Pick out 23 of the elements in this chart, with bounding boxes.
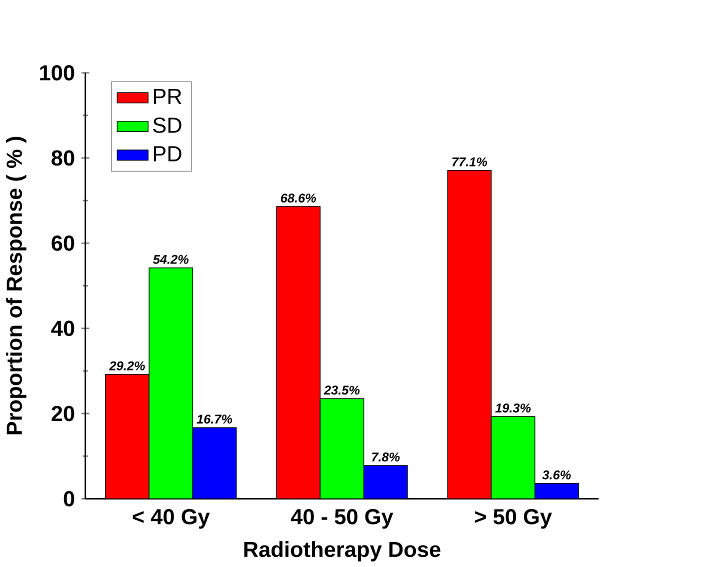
data-label: 23.5% bbox=[324, 385, 360, 394]
x-tick-label: 40 - 50 Gy bbox=[290, 508, 394, 528]
y-tick-label: 20 bbox=[52, 406, 74, 421]
legend-label: PD bbox=[154, 146, 182, 162]
data-label: 19.3% bbox=[495, 403, 531, 412]
y-tick-label: 0 bbox=[64, 490, 74, 506]
data-label: 7.8% bbox=[372, 452, 400, 462]
y-axis-title: Proportion of Response ( % ) bbox=[6, 136, 26, 434]
data-label: 16.7% bbox=[196, 414, 232, 424]
data-label: 54.2% bbox=[153, 254, 189, 264]
y-tick-label: 80 bbox=[52, 150, 74, 166]
y-tick-label: 40 bbox=[51, 320, 74, 336]
y-tick-label: 100 bbox=[40, 64, 74, 80]
x-axis-title: Radiotherapy Dose bbox=[244, 540, 440, 562]
legend-label: SD bbox=[153, 117, 182, 133]
data-label: 68.6% bbox=[280, 193, 316, 202]
y-tick-label: 60 bbox=[52, 235, 74, 251]
x-tick-label: < 40 Gy bbox=[132, 508, 210, 528]
data-label: 29.2% bbox=[109, 361, 145, 370]
x-tick-label: > 50 Gy bbox=[474, 508, 552, 528]
data-label: 3.6% bbox=[542, 470, 571, 480]
legend-label: PR bbox=[154, 88, 182, 104]
data-label: 77.1% bbox=[452, 157, 488, 166]
